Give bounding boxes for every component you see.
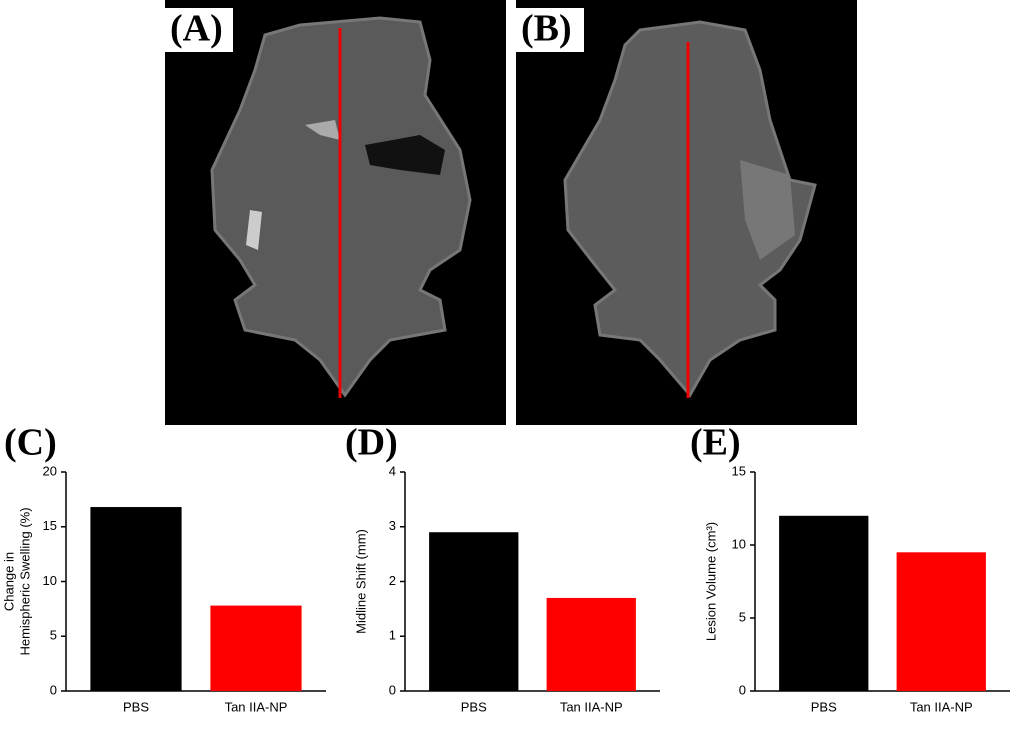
- y-tick-label: 1: [389, 628, 396, 643]
- y-tick-label: 0: [739, 682, 746, 697]
- bar: [779, 515, 869, 691]
- y-tick-label: 0: [389, 682, 396, 697]
- y-axis-label: Hemispheric Swelling (%): [17, 507, 32, 655]
- y-tick-label: 15: [43, 518, 57, 533]
- x-tick-label: PBS: [811, 699, 837, 714]
- bar: [210, 605, 302, 691]
- y-tick-label: 0: [50, 682, 57, 697]
- chart: (E) Lesion Volume (cm³) 0 5 10 15 PBS Tan IIA-N…: [690, 422, 1010, 714]
- bar: [90, 507, 182, 691]
- chart: (C) Change in Hemispheric Swelling (%) 0 5 10…: [1, 422, 326, 714]
- y-tick-label: 10: [43, 573, 57, 588]
- image-a: (A): [165, 0, 506, 425]
- panel-label: (C): [4, 422, 57, 464]
- bar: [429, 532, 519, 691]
- panel-label: (A): [170, 8, 223, 50]
- chart: (D) Midline Shift (mm) 0 1 2 3 4 PBS Tan IIA-NP: [345, 422, 660, 714]
- x-tick-label: PBS: [461, 699, 487, 714]
- y-tick-label: 10: [732, 536, 746, 551]
- y-tick-label: 5: [739, 609, 746, 624]
- x-tick-label: Tan IIA-NP: [225, 699, 288, 714]
- y-tick-label: 5: [50, 628, 57, 643]
- y-tick-label: 4: [389, 463, 396, 478]
- panel-label: (D): [345, 422, 398, 464]
- image-b: (B): [516, 0, 857, 425]
- x-tick-label: Tan IIA-NP: [560, 699, 623, 714]
- y-tick-label: 20: [43, 463, 57, 478]
- x-tick-label: PBS: [123, 699, 149, 714]
- panel-label: (B): [521, 8, 572, 50]
- bar: [546, 597, 636, 691]
- y-tick-label: 2: [389, 573, 396, 588]
- y-tick-label: 15: [732, 463, 746, 478]
- y-axis-label: Lesion Volume (cm³): [703, 522, 718, 641]
- x-tick-label: Tan IIA-NP: [910, 699, 973, 714]
- bar: [896, 552, 986, 691]
- y-tick-label: 3: [389, 518, 396, 533]
- y-axis-label: Midline Shift (mm): [353, 529, 368, 634]
- y-axis-label: Change in: [1, 552, 16, 611]
- panel-label: (E): [690, 422, 741, 464]
